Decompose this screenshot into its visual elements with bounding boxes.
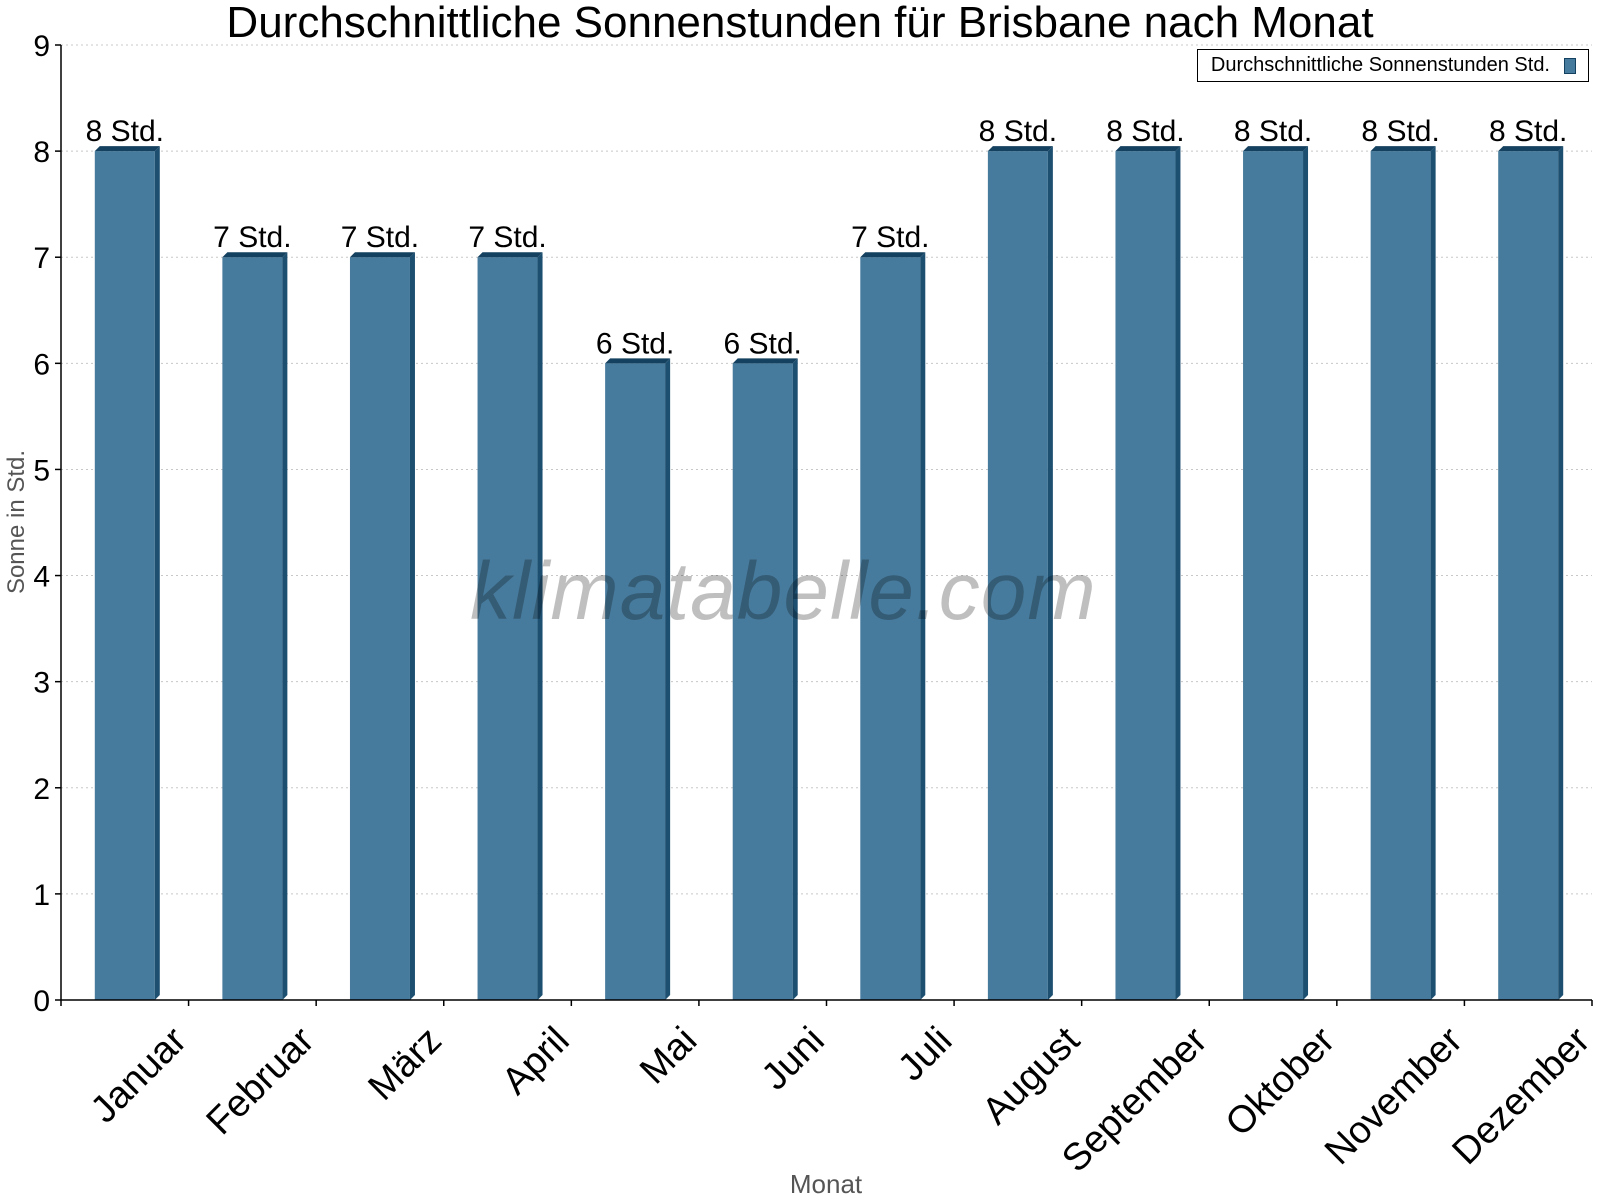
bar-side: [1430, 146, 1436, 1001]
data-label: 8 Std.: [1234, 115, 1312, 148]
bar-side: [1175, 146, 1181, 1001]
y-tick-label: 6: [33, 348, 50, 381]
bar: [94, 151, 155, 1001]
bar-top: [1498, 146, 1564, 152]
bar-side: [665, 358, 671, 1000]
bar-side: [154, 146, 160, 1001]
bar-side: [1558, 146, 1564, 1001]
legend-swatch: [1564, 57, 1576, 74]
y-tick-label: 8: [33, 136, 50, 169]
data-label: 7 Std.: [851, 221, 929, 254]
bar-top: [987, 146, 1053, 152]
y-tick-label: 2: [33, 773, 50, 806]
x-tick-label: Dezember: [1445, 1019, 1599, 1173]
x-tick-label: Februar: [199, 1019, 323, 1143]
bar-top: [732, 358, 798, 364]
chart-title: Durchschnittliche Sonnenstunden für Bris…: [226, 0, 1374, 47]
x-tick-label: Juni: [754, 1019, 833, 1098]
bar-top: [477, 252, 543, 258]
bar-top: [605, 358, 671, 364]
bar: [1498, 151, 1559, 1001]
bar: [1115, 151, 1176, 1001]
watermark: klimatabelle.com: [470, 546, 1097, 637]
data-label: 7 Std.: [468, 221, 546, 254]
y-axis-title: Sonne in Std.: [3, 450, 30, 594]
bar: [1370, 151, 1431, 1001]
x-tick-label: Mai: [632, 1019, 705, 1092]
data-label: 8 Std.: [1489, 115, 1567, 148]
x-tick-label: November: [1317, 1019, 1471, 1173]
y-tick-label: 1: [33, 879, 50, 912]
bar-side: [282, 252, 288, 1000]
bar-side: [792, 358, 798, 1000]
x-tick-label: April: [494, 1019, 577, 1102]
bar: [732, 363, 793, 1000]
data-label: 6 Std.: [724, 327, 802, 360]
x-axis-title: Monat: [790, 1169, 863, 1199]
bar-top: [94, 146, 160, 152]
x-tick-label: März: [361, 1019, 450, 1108]
bar-top: [349, 252, 415, 258]
bar: [349, 257, 410, 1000]
bar-top: [1115, 146, 1181, 152]
data-label: 8 Std.: [979, 115, 1057, 148]
x-tick-label: August: [975, 1019, 1089, 1133]
bar-top: [860, 252, 926, 258]
y-tick-label: 3: [33, 667, 50, 700]
bar-side: [409, 252, 415, 1000]
legend-label: Durchschnittliche Sonnenstunden Std.: [1210, 54, 1550, 76]
data-label: 8 Std.: [86, 115, 164, 148]
data-label: 8 Std.: [1106, 115, 1184, 148]
bar-top: [1243, 146, 1309, 152]
y-tick-label: 9: [33, 30, 50, 63]
data-label: 7 Std.: [213, 221, 291, 254]
x-tick-label: Juli: [890, 1019, 960, 1089]
legend: Durchschnittliche Sonnenstunden Std.: [1196, 49, 1589, 82]
y-tick-label: 4: [33, 561, 50, 594]
bar-top: [222, 252, 288, 258]
bar: [477, 257, 538, 1000]
bar: [1243, 151, 1304, 1001]
bar-side: [1303, 146, 1309, 1001]
data-label: 8 Std.: [1361, 115, 1439, 148]
bar-side: [537, 252, 543, 1000]
bar: [605, 363, 666, 1000]
data-label: 7 Std.: [341, 221, 419, 254]
bar: [860, 257, 921, 1000]
bar: [987, 151, 1048, 1001]
data-label: 6 Std.: [596, 327, 674, 360]
x-tick-label: Oktober: [1218, 1019, 1344, 1145]
x-tick-label: Januar: [83, 1019, 195, 1131]
bar-side: [920, 252, 926, 1000]
bar-side: [1047, 146, 1053, 1001]
bar-top: [1370, 146, 1436, 152]
y-tick-label: 0: [33, 985, 50, 1018]
y-tick-label: 7: [33, 242, 50, 275]
y-tick-label: 5: [33, 454, 50, 487]
bar: [222, 257, 283, 1000]
